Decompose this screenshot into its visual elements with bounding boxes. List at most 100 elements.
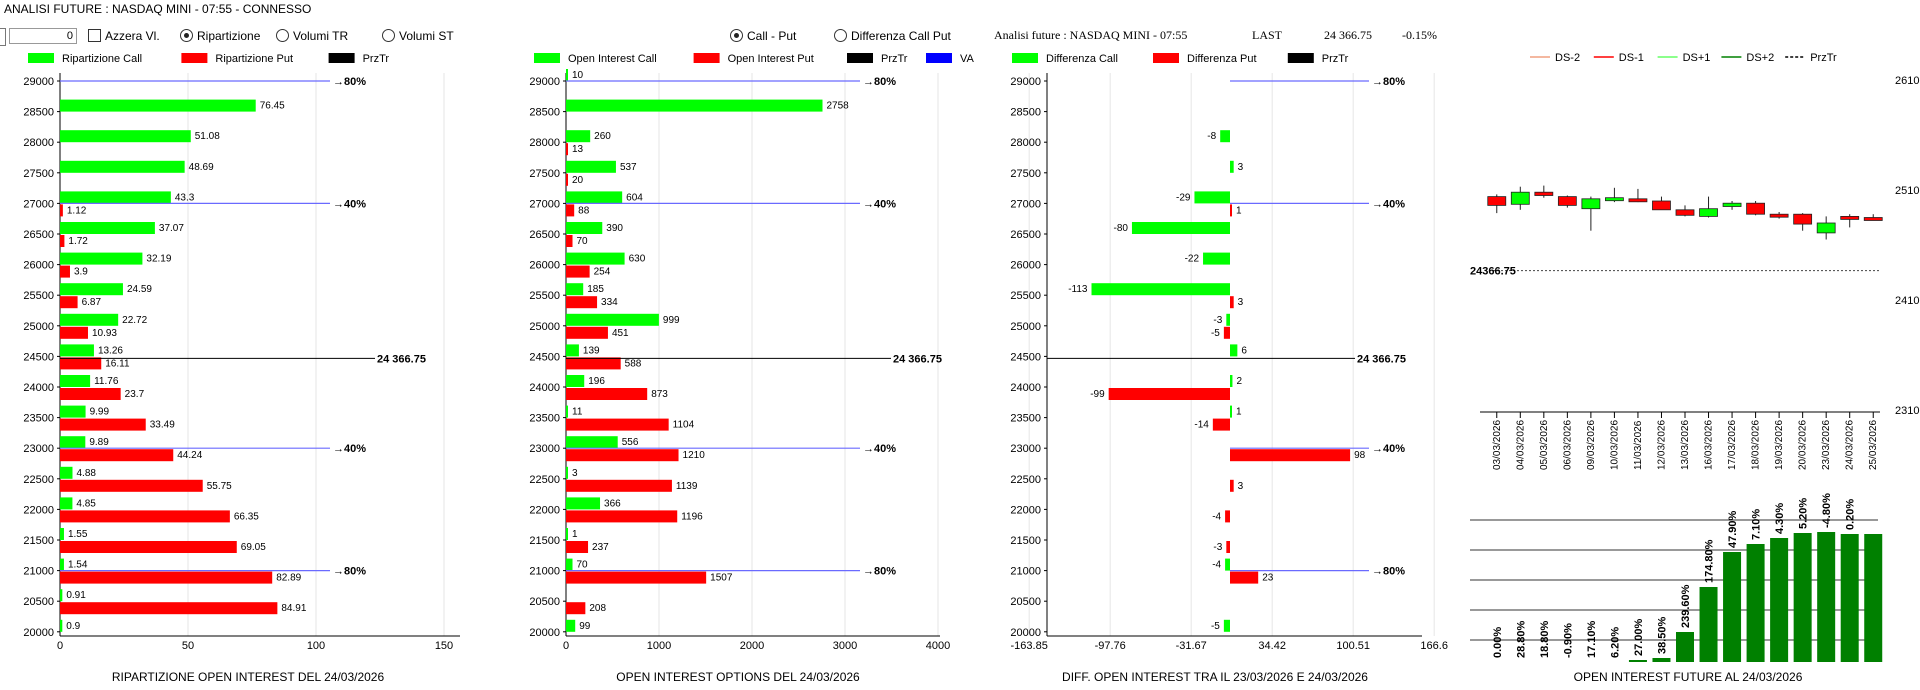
y-tick-label: 21500 <box>23 535 54 547</box>
strike-spin-input[interactable]: 0 <box>9 28 77 44</box>
y-tick-label: 26000 <box>529 260 560 272</box>
oi-future-bar <box>1746 544 1765 662</box>
date-label: 16/03/2026 <box>1704 420 1715 470</box>
put-bar <box>566 449 679 462</box>
call-value-label: 32.19 <box>146 254 171 265</box>
call-value-label: 51.08 <box>195 131 220 142</box>
legend-label: Ripartizione Call <box>62 53 142 65</box>
put-value-label: 70 <box>577 236 589 247</box>
radio-dot[interactable] <box>730 29 743 42</box>
put-value-label: -5 <box>1211 328 1220 339</box>
call-value-label: 13.26 <box>98 345 123 356</box>
oi-future-bar <box>1676 632 1694 662</box>
put-value-label: -99 <box>1090 389 1105 400</box>
oi-future-label: 38.50% <box>1656 616 1668 654</box>
put-bar <box>1230 479 1234 492</box>
put-bar <box>1223 326 1230 339</box>
call-value-label: 48.69 <box>189 162 214 173</box>
y-tick-label: 24000 <box>23 382 54 394</box>
call-bar <box>60 497 73 510</box>
y-tick-label: 28500 <box>529 107 560 119</box>
y-tick-label: 29000 <box>1010 76 1041 88</box>
volumi-tr-radio[interactable]: Volumi TR <box>276 29 348 43</box>
y-tick-label: 22000 <box>1010 504 1041 516</box>
put-bar <box>1225 510 1230 523</box>
legend-label: DS-1 <box>1619 52 1644 64</box>
call-bar <box>1091 283 1230 296</box>
panel2-title: OPEN INTEREST OPTIONS DEL 24/03/2026 <box>616 670 860 684</box>
x-tick-label: 100.51 <box>1336 640 1370 652</box>
call-bar <box>60 283 123 296</box>
put-value-label: 451 <box>612 328 629 339</box>
call-value-label: 76.45 <box>260 101 285 112</box>
call-put-radio[interactable]: Call - Put <box>730 29 796 43</box>
call-value-label: -29 <box>1176 192 1191 203</box>
call-value-label: 22.72 <box>122 315 147 326</box>
date-label: 24/03/2026 <box>1845 420 1856 470</box>
oi-future-label: 239.60% <box>1680 584 1692 628</box>
left-edge-control[interactable] <box>0 28 6 46</box>
call-bar <box>566 436 618 449</box>
call-bar <box>566 69 568 81</box>
y-tick-label: 22000 <box>23 504 54 516</box>
candle-body <box>1746 202 1765 215</box>
date-label: 13/03/2026 <box>1680 420 1691 470</box>
call-value-label: 10 <box>572 70 584 81</box>
put-bar <box>1108 388 1230 400</box>
y-tick-label: 21000 <box>529 566 560 578</box>
last-price-label: 24 366.75 <box>893 353 942 365</box>
y-tick-label: 24500 <box>23 351 54 363</box>
oi-future-label: -0.90% <box>1562 623 1574 658</box>
y-tick-label: 25000 <box>529 321 560 333</box>
y-tick-label: 24500 <box>529 351 560 363</box>
put-bar <box>566 571 707 584</box>
ripartizione-radio[interactable]: Ripartizione <box>180 29 260 43</box>
call-value-label: 3 <box>572 468 578 479</box>
oi-future-bar <box>1628 660 1647 662</box>
y-tick-label: 23000 <box>23 443 54 455</box>
candle-body <box>1793 213 1813 225</box>
put-bar <box>1230 571 1259 584</box>
oi-future-bar <box>1652 658 1671 662</box>
y-tick-label: 25100 <box>1895 185 1920 197</box>
y-tick-label: 27000 <box>1010 198 1041 210</box>
call-bar <box>1194 191 1230 204</box>
radio-dot[interactable] <box>834 29 847 42</box>
diff-call-put-radio[interactable]: Differenza Call Put <box>834 29 951 43</box>
y-tick-label: 20000 <box>529 627 560 639</box>
call-bar <box>60 252 143 265</box>
call-value-label: 70 <box>577 560 589 571</box>
call-bar <box>60 405 86 418</box>
call-bar <box>566 160 616 173</box>
put-value-label: 3.9 <box>74 267 88 278</box>
call-value-label: 1 <box>1236 407 1242 418</box>
ripartizione-label: Ripartizione <box>197 29 261 43</box>
call-value-label: 2 <box>1236 376 1242 387</box>
radio-dot[interactable] <box>276 29 289 42</box>
call-value-label: 366 <box>604 498 621 509</box>
put-bar <box>566 143 568 156</box>
put-bar <box>566 541 589 553</box>
azzera-checkbox[interactable]: Azzera Vl. <box>88 29 160 43</box>
radio-dot[interactable] <box>382 29 395 42</box>
call-value-label: 11 <box>572 407 583 418</box>
legend-label: Open Interest Put <box>728 53 814 65</box>
candle-body <box>1816 222 1836 234</box>
call-value-label: 43.3 <box>175 192 195 203</box>
y-tick-label: 20500 <box>23 596 54 608</box>
oi-future-label: 17.10% <box>1586 620 1598 658</box>
radio-dot[interactable] <box>180 29 193 42</box>
legend-swatch <box>28 53 54 63</box>
call-value-label: -80 <box>1113 223 1128 234</box>
volumi-st-radio[interactable]: Volumi ST <box>382 29 454 43</box>
put-bar <box>566 602 586 615</box>
put-value-label: 55.75 <box>207 481 232 492</box>
call-bar <box>566 130 591 143</box>
y-tick-label: 26100 <box>1895 75 1920 87</box>
oi-future-label: -4.80% <box>1821 493 1833 528</box>
call-value-label: 1.54 <box>68 560 88 571</box>
y-tick-label: 22000 <box>529 504 560 516</box>
call-bar <box>566 191 623 204</box>
call-value-label: 0.91 <box>66 590 86 601</box>
checkbox-box[interactable] <box>88 29 101 42</box>
